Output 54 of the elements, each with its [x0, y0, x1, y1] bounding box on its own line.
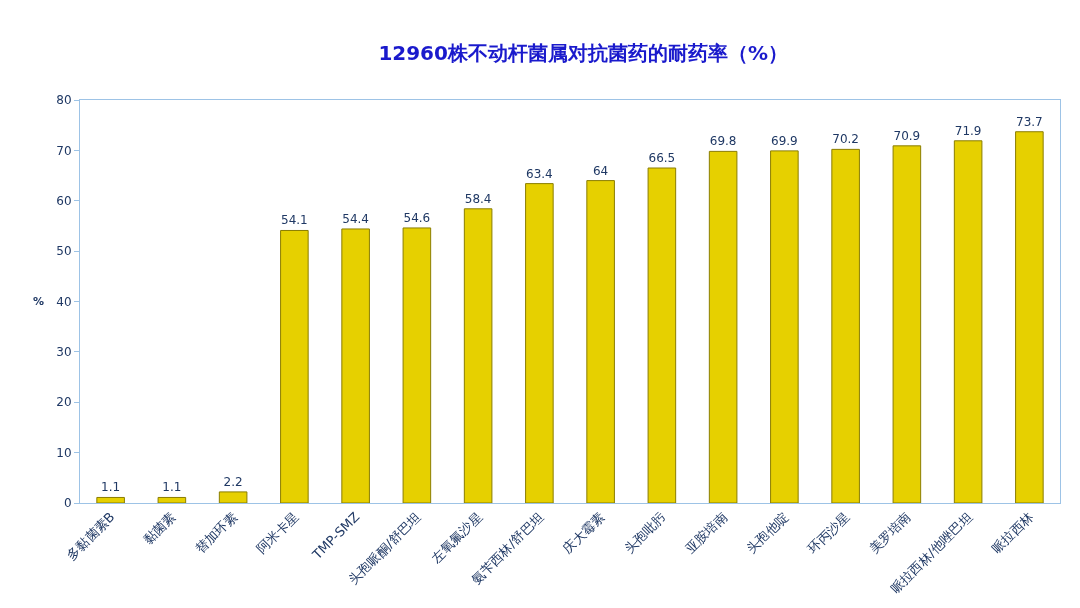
x-tick-label: 环丙沙星 — [804, 509, 853, 557]
data-label: 54.1 — [281, 213, 308, 228]
y-tick-label: 70 — [56, 143, 72, 158]
data-label: 64 — [592, 163, 609, 178]
bar — [586, 180, 615, 503]
x-tick-label: 头孢吡肟 — [621, 509, 669, 557]
y-tick-label: 40 — [56, 294, 72, 309]
bar — [953, 140, 983, 503]
data-label: 1.1 — [162, 480, 182, 495]
data-label: 54.6 — [403, 210, 431, 225]
x-tick-label: 哌拉西林 — [988, 509, 1037, 557]
y-axis-title: % — [33, 295, 45, 308]
bar — [157, 496, 187, 503]
data-label: 73.7 — [1016, 114, 1043, 129]
bar — [1015, 131, 1044, 503]
x-tick-label: 替加环素 — [192, 509, 240, 557]
bar — [525, 183, 554, 503]
bar — [831, 148, 860, 503]
data-label: 70.9 — [893, 128, 921, 143]
data-label: 71.9 — [954, 123, 982, 138]
data-label: 69.8 — [709, 134, 737, 149]
data-label: 1.1 — [101, 480, 121, 495]
data-label: 58.4 — [464, 191, 492, 206]
x-tick-label: 多黏菌素B — [63, 509, 118, 563]
data-label: 63.4 — [526, 166, 553, 181]
data-label: 70.2 — [832, 132, 859, 147]
x-tick-label: 头孢他啶 — [743, 509, 792, 557]
x-tick-label: 阿米卡星 — [253, 509, 302, 557]
chart-title: 12960株不动杆菌属对抗菌药的耐药率（%） — [378, 40, 789, 65]
bar — [96, 496, 125, 503]
bar — [402, 227, 432, 503]
y-tick-label: 80 — [56, 93, 72, 108]
bar — [892, 145, 922, 503]
x-tick-label: 亚胺培南 — [682, 509, 730, 557]
data-label: 54.4 — [342, 211, 369, 226]
bar — [218, 491, 248, 503]
y-tick-label: 60 — [56, 193, 72, 208]
bar — [463, 208, 493, 503]
bar — [708, 150, 738, 503]
x-tick-label: 美罗培南 — [866, 509, 914, 557]
y-tick-label: 30 — [56, 345, 72, 360]
y-tick-label: 20 — [56, 395, 72, 410]
data-label: 69.9 — [771, 133, 798, 148]
data-label: 66.5 — [648, 151, 676, 166]
x-tick-label: 庆大霉素 — [559, 509, 608, 557]
bar — [280, 229, 309, 503]
x-tick-label: 黏菌素 — [140, 509, 179, 548]
y-tick-label: 50 — [56, 244, 72, 259]
bar — [341, 228, 370, 503]
data-label: 2.2 — [223, 474, 243, 489]
y-tick-label: 10 — [56, 445, 72, 460]
y-tick-label: 0 — [63, 496, 72, 511]
bar — [770, 150, 799, 503]
bar — [647, 167, 677, 503]
